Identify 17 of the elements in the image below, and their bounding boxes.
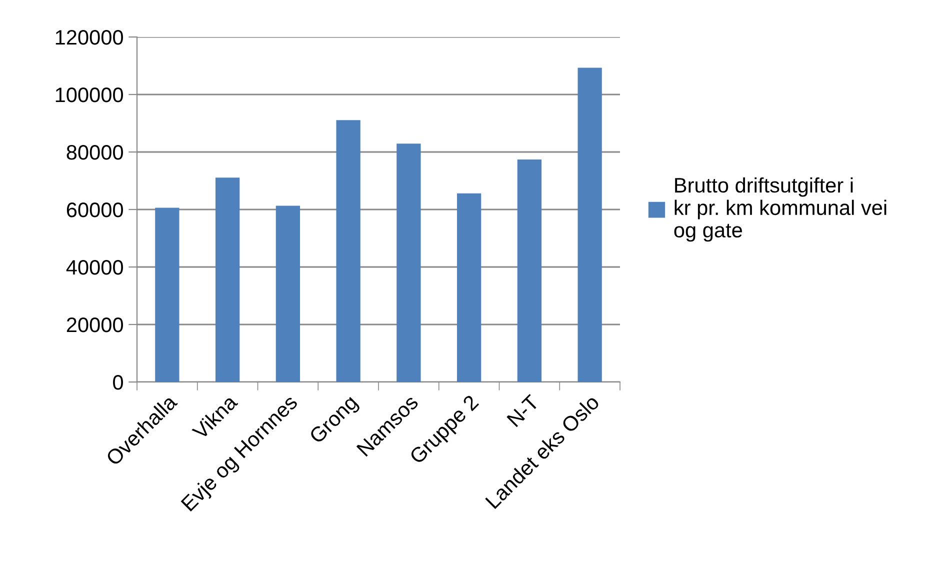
- bar: [396, 144, 421, 382]
- y-tick-label: 60000: [66, 202, 123, 218]
- bar: [155, 208, 180, 382]
- legend-label: Brutto driftsutgifter i kr pr. km kommunal vei og gate: [674, 177, 886, 242]
- bar: [517, 159, 542, 382]
- y-tick-label: 120000: [56, 30, 123, 45]
- y-tick-label: 0: [113, 375, 123, 390]
- bar: [215, 178, 240, 382]
- y-tick-label: 80000: [66, 145, 123, 160]
- bar: [276, 206, 300, 382]
- bar: [456, 193, 482, 382]
- bar: [578, 68, 602, 382]
- y-tick-label: 20000: [66, 318, 123, 332]
- y-tick-label: 100000: [56, 88, 123, 102]
- y-tick-label: 40000: [66, 260, 123, 275]
- bar: [336, 120, 360, 382]
- x-tick-label: N-T: [506, 394, 540, 428]
